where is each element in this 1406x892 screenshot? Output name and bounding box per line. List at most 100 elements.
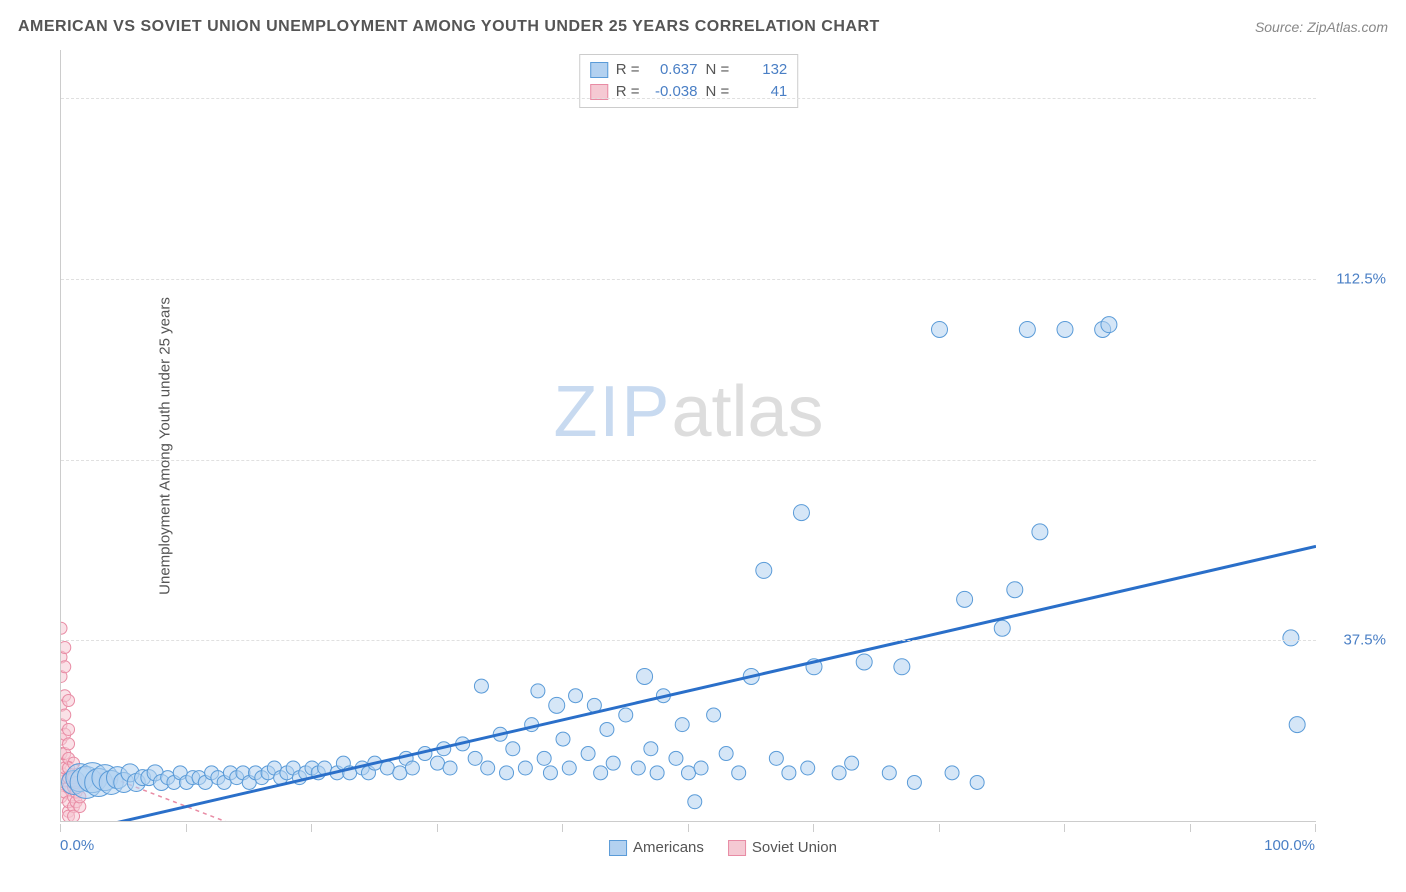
americans-point xyxy=(1289,717,1305,733)
source-prefix: Source: xyxy=(1255,19,1307,35)
americans-point xyxy=(619,708,633,722)
n-value-su: 41 xyxy=(737,81,787,103)
soviet-point xyxy=(61,661,71,673)
americans-point xyxy=(793,505,809,521)
soviet-point xyxy=(61,642,71,654)
americans-point xyxy=(468,751,482,765)
x-tick xyxy=(562,824,563,832)
americans-point xyxy=(845,756,859,770)
x-tick xyxy=(688,824,689,832)
r-value-su: -0.038 xyxy=(648,81,698,103)
americans-point xyxy=(675,718,689,732)
n-value-am: 132 xyxy=(737,59,787,81)
chart-container: ZIPatlas R = 0.637 N = 132 R = -0.038 N … xyxy=(50,50,1396,862)
americans-point xyxy=(631,761,645,775)
y-tick-label: 37.5% xyxy=(1343,632,1386,649)
gridline xyxy=(61,460,1316,461)
americans-point xyxy=(957,591,973,607)
legend: Americans Soviet Union xyxy=(609,839,837,856)
americans-point xyxy=(801,761,815,775)
americans-point xyxy=(1101,317,1117,333)
legend-item-americans: Americans xyxy=(609,839,704,856)
americans-point xyxy=(380,761,394,775)
source-attribution: Source: ZipAtlas.com xyxy=(1255,19,1388,35)
x-tick xyxy=(939,824,940,832)
gridline xyxy=(61,98,1316,99)
americans-point xyxy=(500,766,514,780)
x-tick xyxy=(186,824,187,832)
chart-title: AMERICAN VS SOVIET UNION UNEMPLOYMENT AM… xyxy=(18,18,880,36)
x-tick xyxy=(1315,824,1316,832)
soviet-point xyxy=(61,709,71,721)
y-tick-label: 112.5% xyxy=(1336,270,1386,287)
legend-label-soviet: Soviet Union xyxy=(752,839,837,856)
americans-point xyxy=(549,697,565,713)
gridline xyxy=(61,640,1316,641)
americans-point xyxy=(637,668,653,684)
r-label-am: R = xyxy=(616,59,640,81)
soviet-point xyxy=(61,622,67,634)
americans-point xyxy=(556,732,570,746)
americans-point xyxy=(405,761,419,775)
americans-point xyxy=(562,761,576,775)
americans-point xyxy=(782,766,796,780)
x-tick xyxy=(437,824,438,832)
americans-point xyxy=(431,756,445,770)
americans-point xyxy=(688,795,702,809)
x-tick-label: 100.0% xyxy=(1264,837,1315,854)
americans-point xyxy=(970,775,984,789)
americans-point xyxy=(832,766,846,780)
americans-point xyxy=(481,761,495,775)
r-value-am: 0.637 xyxy=(648,59,698,81)
americans-point xyxy=(719,747,733,761)
n-label-am: N = xyxy=(706,59,730,81)
x-tick xyxy=(311,824,312,832)
americans-point xyxy=(894,659,910,675)
source-name: ZipAtlas.com xyxy=(1307,19,1388,35)
americans-point xyxy=(1032,524,1048,540)
americans-point xyxy=(1057,321,1073,337)
stats-row-soviet: R = -0.038 N = 41 xyxy=(590,81,788,103)
americans-point xyxy=(600,722,614,736)
americans-point xyxy=(707,708,721,722)
americans-point xyxy=(756,562,772,578)
gridline xyxy=(61,279,1316,280)
x-tick xyxy=(813,824,814,832)
americans-point xyxy=(569,689,583,703)
stats-row-americans: R = 0.637 N = 132 xyxy=(590,59,788,81)
americans-point xyxy=(537,751,551,765)
americans-point xyxy=(474,679,488,693)
americans-point xyxy=(769,751,783,765)
americans-point xyxy=(1283,630,1299,646)
x-tick-label: 0.0% xyxy=(60,837,94,854)
americans-point xyxy=(443,761,457,775)
stats-box: R = 0.637 N = 132 R = -0.038 N = 41 xyxy=(579,54,799,108)
soviet-point xyxy=(63,738,75,750)
americans-point xyxy=(1019,321,1035,337)
scatter-plot-svg xyxy=(61,50,1316,821)
legend-swatch-soviet xyxy=(728,840,746,856)
americans-point xyxy=(945,766,959,780)
americans-point xyxy=(1007,582,1023,598)
americans-point xyxy=(650,766,664,780)
x-tick xyxy=(60,824,61,832)
americans-point xyxy=(732,766,746,780)
n-label-su: N = xyxy=(706,81,730,103)
americans-point xyxy=(694,761,708,775)
legend-item-soviet: Soviet Union xyxy=(728,839,837,856)
americans-point xyxy=(594,766,608,780)
americans-point xyxy=(856,654,872,670)
americans-point xyxy=(393,766,407,780)
americans-point xyxy=(644,742,658,756)
americans-point xyxy=(932,321,948,337)
americans-point xyxy=(882,766,896,780)
x-tick xyxy=(1190,824,1191,832)
x-tick xyxy=(1064,824,1065,832)
americans-point xyxy=(907,775,921,789)
americans-point xyxy=(994,620,1010,636)
plot-area: ZIPatlas R = 0.637 N = 132 R = -0.038 N … xyxy=(60,50,1316,822)
legend-label-americans: Americans xyxy=(633,839,704,856)
americans-point xyxy=(506,742,520,756)
swatch-americans xyxy=(590,62,608,78)
americans-point xyxy=(606,756,620,770)
